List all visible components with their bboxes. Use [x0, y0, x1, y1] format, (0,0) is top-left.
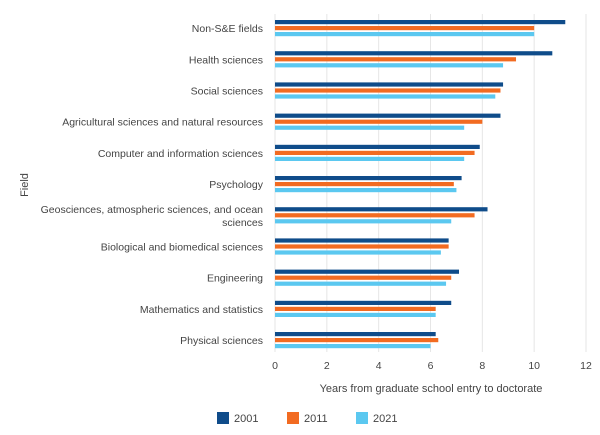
x-tick-label: 12 [580, 360, 592, 372]
category-label: Health sciences [189, 54, 263, 66]
bars [275, 20, 566, 349]
legend-label-2001: 2001 [234, 413, 258, 425]
category-label: Computer and information sciences [98, 148, 263, 160]
category-label: Geosciences, atmospheric sciences, and o… [41, 204, 264, 216]
x-tick-labels: 0 2 4 6 8 10 12 [272, 360, 592, 372]
bar-2011-6 [275, 213, 475, 218]
bar-2001-9 [275, 300, 452, 305]
legend: 2001 2011 2021 [217, 412, 397, 425]
category-label: Psychology [209, 179, 263, 191]
bar-2011-1 [275, 57, 517, 62]
bar-2011-10 [275, 338, 439, 343]
bar-2021-1 [275, 63, 504, 68]
bar-2021-0 [275, 32, 535, 37]
category-label: Social sciences [191, 86, 263, 98]
bar-2001-2 [275, 82, 504, 87]
bar-2011-0 [275, 26, 535, 31]
bar-2001-7 [275, 238, 449, 243]
bar-2021-7 [275, 250, 441, 255]
bar-2001-5 [275, 176, 462, 181]
legend-label-2011: 2011 [304, 413, 328, 425]
bar-2011-7 [275, 244, 449, 249]
bar-2011-3 [275, 119, 483, 124]
category-label: sciences [222, 217, 263, 229]
y-axis-title: Field [19, 173, 31, 197]
bar-2021-8 [275, 281, 447, 286]
x-tick-label: 10 [528, 360, 540, 372]
x-tick-label: 8 [479, 360, 485, 372]
legend-swatch-2011 [287, 412, 299, 424]
category-label: Agricultural sciences and natural resour… [62, 117, 263, 129]
bar-2011-5 [275, 182, 454, 187]
bar-2011-2 [275, 88, 501, 93]
category-labels: Non-S&E fields Health sciences Social scie… [41, 23, 264, 347]
legend-swatch-2001 [217, 412, 229, 424]
bar-2011-4 [275, 150, 475, 155]
category-label: Mathematics and statistics [140, 304, 263, 316]
category-label: Engineering [207, 273, 263, 285]
x-axis-title: Years from graduate school entry to doct… [320, 383, 543, 395]
bar-2021-2 [275, 94, 496, 99]
bar-2001-6 [275, 207, 488, 212]
category-label: Biological and biomedical sciences [101, 242, 263, 254]
category-label: Physical sciences [180, 335, 263, 347]
bar-2021-10 [275, 344, 431, 349]
bar-2001-1 [275, 51, 553, 56]
bar-2011-9 [275, 306, 436, 311]
bar-2001-3 [275, 113, 501, 118]
x-tick-label: 6 [428, 360, 434, 372]
bar-2001-0 [275, 20, 566, 25]
bar-2021-3 [275, 125, 465, 130]
bar-2011-8 [275, 275, 452, 280]
legend-swatch-2021 [356, 412, 368, 424]
bar-2021-5 [275, 188, 457, 193]
bar-2001-8 [275, 269, 460, 274]
bar-2001-4 [275, 144, 480, 149]
bar-2001-10 [275, 332, 436, 337]
bar-2021-9 [275, 312, 436, 317]
bar-2021-4 [275, 156, 465, 161]
x-tick-label: 2 [324, 360, 330, 372]
legend-label-2021: 2021 [373, 413, 397, 425]
category-label: Non-S&E fields [192, 23, 263, 35]
bar-2021-6 [275, 219, 452, 224]
x-tick-label: 0 [272, 360, 278, 372]
x-tick-label: 4 [376, 360, 382, 372]
